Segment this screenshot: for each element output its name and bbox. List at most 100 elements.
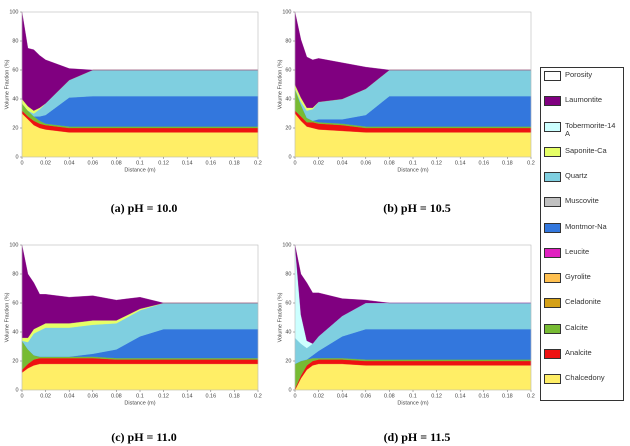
legend-swatch	[544, 197, 561, 208]
y-axis-label: Volume Fraction (%)	[4, 292, 10, 342]
y-axis-label: Volume Fraction (%)	[4, 59, 10, 109]
legend-label: Saponite-Ca	[565, 145, 607, 155]
y-tick-label: 100	[282, 242, 291, 248]
y-tick-label: 0	[288, 387, 291, 393]
x-tick-label: 0.02	[313, 160, 324, 166]
x-tick-label: 0.04	[64, 160, 75, 166]
legend-label: Porosity	[565, 70, 593, 79]
legend-swatch	[544, 323, 561, 334]
x-tick-label: 0.2	[254, 393, 262, 399]
x-tick-label: 0.14	[182, 393, 193, 399]
x-tick-label: 0.18	[502, 393, 513, 399]
legend-swatch	[544, 374, 561, 384]
legend-label: Quartz	[565, 171, 588, 180]
caption: (b) pH = 10.5	[383, 201, 451, 215]
legend-swatch	[544, 121, 561, 132]
x-tick-label: 0.06	[87, 393, 98, 399]
legend-label: Analcite	[565, 347, 592, 357]
legend-swatch	[544, 348, 561, 359]
area: Laumontite	[294, 11, 531, 108]
area: Chalcedony	[21, 363, 259, 391]
y-tick-label: 60	[12, 300, 18, 306]
legend-item: Tobermorite-14A	[544, 120, 620, 145]
x-tick-label: 0.1	[409, 393, 417, 399]
x-tick-label: 0	[293, 160, 296, 166]
legend-label: Montmor-Na	[565, 221, 607, 231]
legend-label: Celadonite	[565, 297, 601, 307]
x-tick-label: 0.04	[64, 393, 75, 399]
y-tick-label: 80	[12, 38, 18, 44]
x-tick-label: 0.02	[40, 393, 51, 399]
x-tick-label: 0.04	[337, 160, 348, 166]
area: Chalcedony	[294, 363, 532, 391]
x-tick-label: 0.18	[229, 393, 240, 399]
y-tick-label: 20	[12, 125, 18, 131]
legend-swatch	[544, 298, 561, 309]
x-tick-label: 0.08	[384, 393, 395, 399]
y-axis-label: Volume Fraction (%)	[277, 292, 283, 342]
x-tick-label: 0	[20, 160, 23, 166]
legend-item: Leucite	[544, 246, 620, 271]
x-tick-label: 0	[293, 393, 296, 399]
legend-label: Leucite	[565, 246, 590, 256]
x-tick-label: 0.2	[254, 160, 262, 166]
legend-label: Tobermorite-14A	[565, 120, 616, 138]
x-axis-label: Distance (m)	[397, 400, 428, 406]
legend-item: Celadonite	[544, 298, 620, 321]
y-tick-label: 100	[9, 9, 18, 15]
y-tick-label: 0	[288, 154, 291, 160]
legend-item: Calcite	[544, 323, 620, 347]
y-tick-label: 100	[9, 242, 18, 248]
x-tick-label: 0.12	[431, 393, 442, 399]
caption: (c) pH = 11.0	[111, 430, 177, 444]
x-tick-label: 0.16	[205, 393, 216, 399]
x-tick-label: 0.12	[431, 160, 442, 166]
y-tick-label: 20	[12, 358, 18, 364]
legend-label: Laumontite	[565, 95, 603, 105]
y-tick-label: 40	[285, 329, 291, 335]
y-tick-label: 80	[285, 271, 291, 277]
caption: (d) pH = 11.5	[384, 430, 451, 444]
x-tick-label: 0.08	[111, 160, 122, 166]
x-tick-label: 0.1	[136, 160, 144, 166]
x-tick-label: 0.1	[136, 393, 144, 399]
x-tick-label: 0.16	[205, 160, 216, 166]
y-tick-label: 40	[285, 96, 291, 102]
x-axis-label: Distance (m)	[397, 167, 428, 173]
y-tick-label: 40	[12, 329, 18, 335]
x-tick-label: 0.06	[360, 393, 371, 399]
x-tick-label: 0.12	[158, 160, 169, 166]
y-tick-label: 40	[12, 96, 18, 102]
legend-item: Montmor-Na	[544, 221, 620, 246]
x-tick-label: 0.02	[313, 393, 324, 399]
area: Laumontite	[21, 11, 258, 111]
y-tick-label: 60	[12, 67, 18, 73]
legend-label: Muscovite	[565, 196, 599, 206]
legend-swatch	[544, 247, 561, 258]
x-tick-label: 0.18	[502, 160, 513, 166]
x-tick-label: 0.08	[111, 393, 122, 399]
legend-item: Quartz	[544, 172, 620, 195]
y-tick-label: 0	[15, 154, 18, 160]
area: Laumontite	[294, 244, 531, 344]
legend-swatch	[544, 222, 561, 233]
area: Laumontite	[21, 244, 258, 338]
x-axis-label: Distance (m)	[124, 400, 155, 406]
y-tick-label: 20	[285, 358, 291, 364]
legend-swatch	[544, 71, 561, 81]
x-tick-label: 0.18	[229, 160, 240, 166]
x-tick-label: 0.02	[40, 160, 51, 166]
x-tick-label: 0.16	[478, 160, 489, 166]
x-tick-label: 0.16	[478, 393, 489, 399]
x-tick-label: 0.06	[360, 160, 371, 166]
caption: (a) pH = 10.0	[111, 201, 178, 215]
x-tick-label: 0.06	[87, 160, 98, 166]
legend-swatch	[544, 273, 561, 283]
y-tick-label: 100	[282, 9, 291, 15]
y-tick-label: 80	[285, 38, 291, 44]
x-tick-label: 0.2	[527, 160, 535, 166]
x-tick-label: 0.12	[158, 393, 169, 399]
x-tick-label: 0.04	[337, 393, 348, 399]
legend-item: Analcite	[544, 347, 620, 372]
